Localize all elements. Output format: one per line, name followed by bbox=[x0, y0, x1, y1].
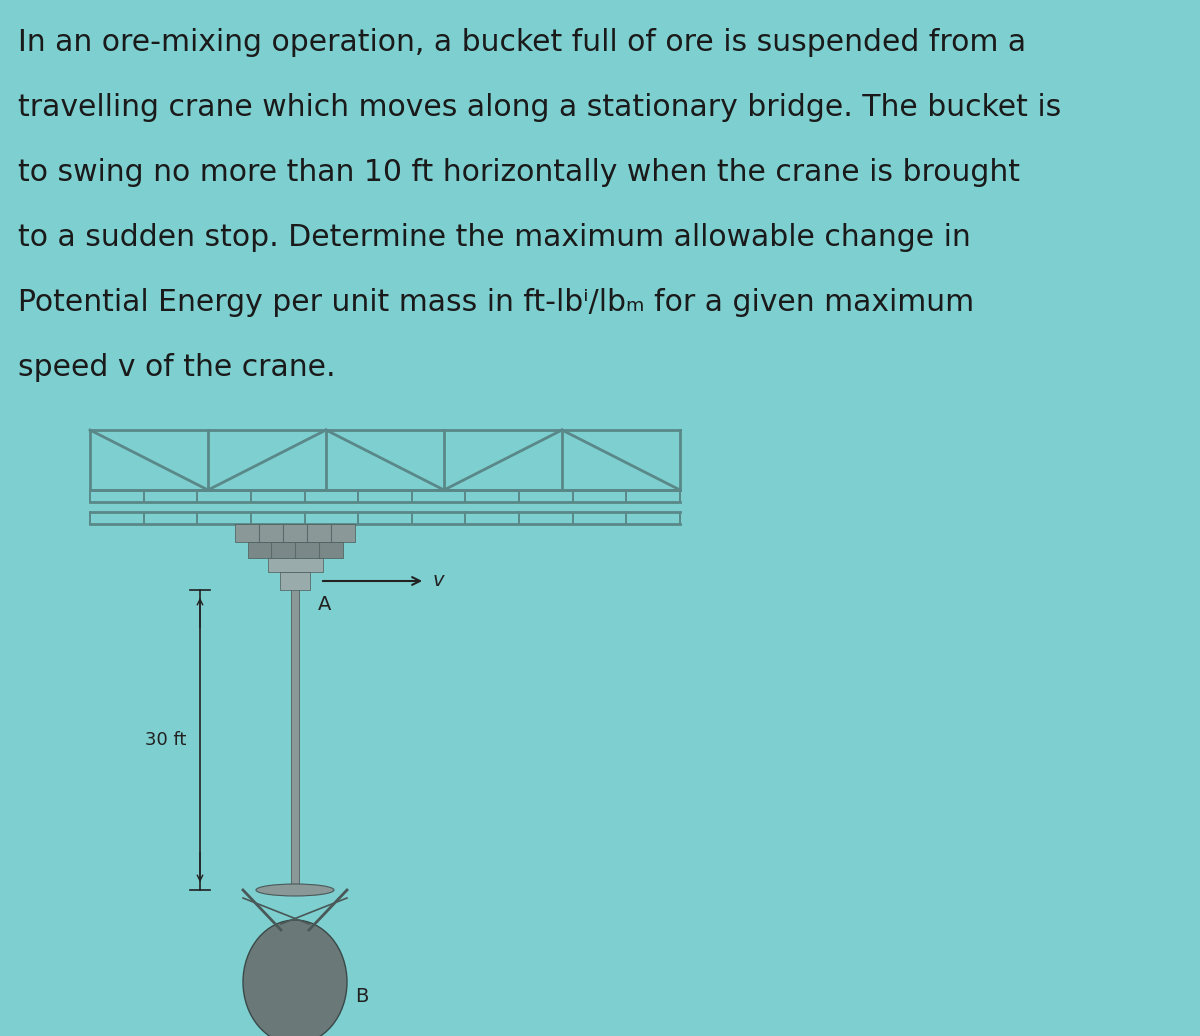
Bar bbox=[268, 558, 323, 572]
Text: B: B bbox=[355, 987, 368, 1007]
Bar bbox=[235, 524, 355, 542]
Text: v: v bbox=[433, 572, 444, 591]
Text: 30 ft: 30 ft bbox=[145, 731, 186, 749]
Text: speed v of the crane.: speed v of the crane. bbox=[18, 353, 336, 382]
Bar bbox=[248, 542, 343, 558]
Text: to a sudden stop. Determine the maximum allowable change in: to a sudden stop. Determine the maximum … bbox=[18, 223, 971, 252]
Bar bbox=[292, 589, 299, 890]
Ellipse shape bbox=[256, 884, 334, 896]
Text: A: A bbox=[318, 595, 331, 614]
Text: to swing no more than 10 ft horizontally when the crane is brought: to swing no more than 10 ft horizontally… bbox=[18, 159, 1020, 188]
Bar bbox=[280, 572, 310, 589]
Text: travelling crane which moves along a stationary bridge. The bucket is: travelling crane which moves along a sta… bbox=[18, 93, 1061, 122]
Text: In an ore-mixing operation, a bucket full of ore is suspended from a: In an ore-mixing operation, a bucket ful… bbox=[18, 28, 1026, 57]
Text: Potential Energy per unit mass in ft-lbⁱ/lbₘ for a given maximum: Potential Energy per unit mass in ft-lbⁱ… bbox=[18, 288, 974, 317]
Ellipse shape bbox=[242, 920, 347, 1036]
